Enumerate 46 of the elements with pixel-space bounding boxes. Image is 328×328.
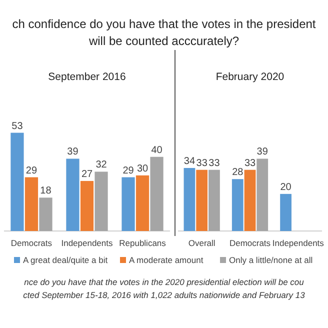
- data-label: 39: [67, 146, 79, 158]
- x-tick-label: Democrats: [229, 238, 271, 248]
- bar: [94, 172, 108, 231]
- chart-subtitle: September 2016: [48, 71, 126, 83]
- text: cted September 15-18, 2016 with 1,022 adults nationwide and February 13: [23, 290, 306, 300]
- bar: [232, 179, 244, 231]
- text: nce do you have that the votes in the 2020 presidential election will be cou: [24, 277, 304, 287]
- data-label: 53: [12, 120, 24, 132]
- bar: [256, 158, 268, 231]
- data-label: 29: [122, 165, 134, 176]
- data-label: 27: [81, 168, 93, 180]
- data-label: 29: [26, 165, 38, 176]
- legend-label: A great deal/quite a bit: [23, 255, 108, 265]
- bar: [39, 198, 52, 231]
- bar: [10, 132, 24, 231]
- bar: [208, 170, 220, 231]
- data-label: 39: [256, 146, 268, 158]
- data-label: 40: [151, 144, 163, 156]
- bar: [24, 177, 38, 231]
- bar: [244, 170, 256, 231]
- bar: [80, 180, 94, 231]
- bar: [122, 177, 135, 231]
- chart-subtitle: February 2020: [216, 71, 284, 83]
- data-label: 33: [196, 158, 208, 169]
- data-label: 28: [232, 167, 244, 178]
- data-label: 34: [184, 156, 196, 167]
- data-label: 33: [244, 158, 256, 169]
- data-label: 32: [96, 160, 108, 171]
- x-tick-label: Independents: [61, 238, 113, 248]
- bar: [184, 168, 196, 231]
- data-label: 20: [280, 182, 292, 193]
- bar: [280, 194, 292, 231]
- x-tick-label: Overall: [188, 238, 216, 248]
- bar: [66, 158, 80, 231]
- bar: [136, 175, 150, 231]
- x-tick-label: Democrats: [10, 238, 52, 248]
- bar: [196, 170, 208, 231]
- x-tick-label: Independents: [272, 238, 324, 248]
- x-tick-label: Republicans: [119, 238, 166, 248]
- data-label: 33: [208, 158, 220, 169]
- data-label: 18: [40, 186, 52, 197]
- data-label: 30: [136, 163, 149, 174]
- chart-title: ch confidence do you have that the votes in the president will be counted acccurately?: [12, 17, 316, 48]
- legend-label: A moderate amount: [129, 255, 204, 265]
- bar: [150, 156, 164, 231]
- legend-label: Only a little/none at all: [229, 255, 313, 265]
